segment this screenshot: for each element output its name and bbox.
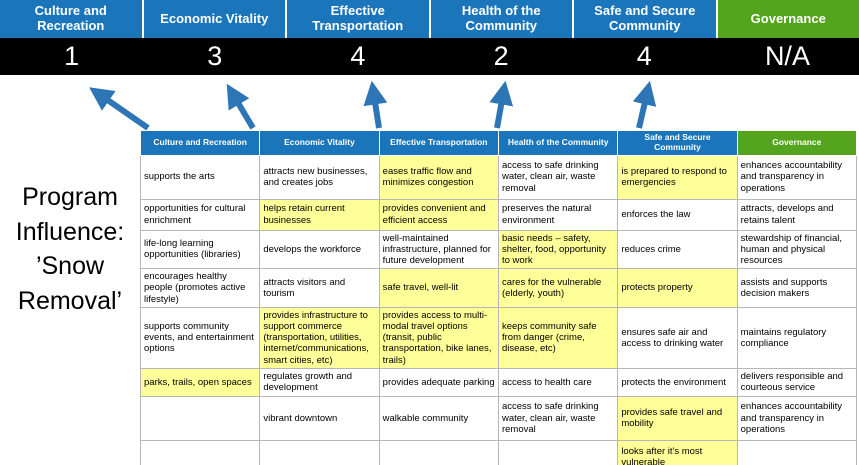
matrix-row: looks after it's most vulnerable xyxy=(139,439,858,465)
category-label: Safe and Secure Community xyxy=(594,3,696,33)
category-header: Effective Transportation xyxy=(287,0,431,38)
matrix-header: Culture and Recreation xyxy=(139,130,261,156)
matrix-cell: keeps community safe from danger (crime,… xyxy=(497,306,619,369)
matrix-cell: provides infrastructure to support comme… xyxy=(259,306,380,369)
matrix-cell xyxy=(736,439,858,465)
score-value: 2 xyxy=(493,41,509,71)
page-title: Program Influence: ’Snow Removal’ xyxy=(15,183,125,315)
score-row: 1 3 4 2 4 N/A xyxy=(0,38,859,75)
matrix-cell xyxy=(497,439,619,465)
category-label: Economic Vitality xyxy=(160,10,269,26)
matrix-cell: well-maintained infrastructure, planned … xyxy=(378,229,499,270)
matrix-cell: protects the environment xyxy=(617,367,738,397)
matrix-cell: eases traffic flow and minimizes congest… xyxy=(378,154,499,200)
matrix-cell: provides convenient and efficient access xyxy=(378,198,499,231)
matrix-cell: access to health care xyxy=(497,367,619,397)
up-arrows xyxy=(89,80,657,131)
matrix-cell: supports the arts xyxy=(139,154,261,200)
matrix-cell: safe travel, well-lit xyxy=(378,268,499,308)
category-label: Health of the Community xyxy=(461,3,541,33)
matrix-cell: protects property xyxy=(617,268,738,308)
matrix-header: Governance xyxy=(736,130,858,156)
category-header: Health of the Community xyxy=(430,0,574,38)
influence-matrix: Culture and Recreation Economic Vitality E… xyxy=(139,130,858,465)
matrix-cell: access to safe drinking water, clean air… xyxy=(497,154,619,200)
matrix-header: Safe and Secure Community xyxy=(617,130,738,156)
category-label: Governance xyxy=(750,10,826,26)
matrix-cell: reduces crime xyxy=(617,229,738,270)
matrix-cell: provides safe travel and mobility xyxy=(617,395,738,441)
matrix-cell: develops the workforce xyxy=(259,229,380,270)
matrix-cell: encourages healthy people (promotes acti… xyxy=(139,268,261,308)
category-label: Culture and Recreation xyxy=(34,3,107,33)
matrix-cell: provides adequate parking xyxy=(378,367,499,397)
matrix-cell: delivers responsible and courteous servi… xyxy=(736,367,858,397)
category-header: Safe and Secure Community xyxy=(574,0,718,38)
matrix-cell: assists and supports decision makers xyxy=(736,268,858,308)
matrix-cell: looks after it's most vulnerable xyxy=(617,439,738,465)
up-arrow-economic xyxy=(226,83,256,130)
matrix-cell: attracts new businesses, and creates job… xyxy=(259,154,380,200)
matrix-cell: enhances accountability and transparency… xyxy=(736,154,858,200)
matrix-cell: provides access to multi-modal travel op… xyxy=(378,306,499,369)
score-value: 4 xyxy=(636,41,652,71)
matrix-cell: walkable community xyxy=(378,395,499,441)
matrix-cell: is prepared to respond to emergencies xyxy=(617,154,738,200)
matrix-row: encourages healthy people (promotes acti… xyxy=(139,268,858,308)
matrix-cell: enforces the law xyxy=(617,198,738,231)
score-value: 3 xyxy=(207,41,223,71)
matrix-cell: opportunities for cultural enrichment xyxy=(139,198,261,231)
matrix-row: parks, trails, open spaces regulates grow… xyxy=(139,367,858,397)
matrix-cell xyxy=(378,439,499,465)
matrix-cell: basic needs – safety, shelter, food, opp… xyxy=(497,229,619,270)
matrix-cell: access to safe drinking water, clean air… xyxy=(497,395,619,441)
score-value: 1 xyxy=(64,41,80,71)
matrix-cell: enhances accountability and transparency… xyxy=(736,395,858,441)
matrix-cell: regulates growth and development xyxy=(259,367,380,397)
category-header: Governance xyxy=(717,0,859,38)
score-value: N/A xyxy=(764,41,810,71)
score-value: 4 xyxy=(350,41,366,71)
matrix-cell: stewardship of financial, human and phys… xyxy=(736,229,858,270)
matrix-cell: helps retain current businesses xyxy=(259,198,380,231)
matrix-cell: parks, trails, open spaces xyxy=(139,367,261,397)
matrix-row: vibrant downtown walkable community access… xyxy=(139,395,858,441)
matrix-cell: attracts visitors and tourism xyxy=(259,268,380,308)
matrix-cell: ensures safe air and access to drinking … xyxy=(617,306,738,369)
matrix-row: life-long learning opportunities (librar… xyxy=(139,229,858,270)
matrix-cell: preserves the natural environment xyxy=(497,198,619,231)
matrix-cell: supports community events, and entertain… xyxy=(139,306,261,369)
matrix-cell: maintains regulatory compliance xyxy=(736,306,858,369)
up-arrow-transportation xyxy=(363,80,388,129)
matrix-row: supports community events, and entertain… xyxy=(139,306,858,369)
matrix-cell xyxy=(259,439,380,465)
matrix-header: Health of the Community xyxy=(497,130,619,156)
up-arrow-health xyxy=(489,80,514,129)
matrix-cell xyxy=(139,395,261,441)
matrix-cell: cares for the vulnerable (elderly, youth… xyxy=(497,268,619,308)
category-label: Effective Transportation xyxy=(312,3,404,33)
matrix-header-row: Culture and Recreation Economic Vitality E… xyxy=(139,130,858,156)
matrix-header: Economic Vitality xyxy=(259,130,380,156)
category-header: Culture and Recreation xyxy=(0,0,144,38)
matrix-cell: life-long learning opportunities (librar… xyxy=(139,229,261,270)
matrix-cell: vibrant downtown xyxy=(259,395,380,441)
matrix-cell xyxy=(139,439,261,465)
matrix-header: Effective Transportation xyxy=(378,130,499,156)
category-header: Economic Vitality xyxy=(143,0,287,38)
matrix-row: supports the arts attracts new businesses… xyxy=(139,154,858,200)
up-arrow-safe xyxy=(632,80,657,129)
matrix-row: opportunities for cultural enrichment hel… xyxy=(139,198,858,231)
matrix-cell: attracts, develops and retains talent xyxy=(736,198,858,231)
up-arrow-culture xyxy=(89,87,150,131)
category-header-row: Culture and Recreation Economic Vitality E… xyxy=(0,0,859,38)
